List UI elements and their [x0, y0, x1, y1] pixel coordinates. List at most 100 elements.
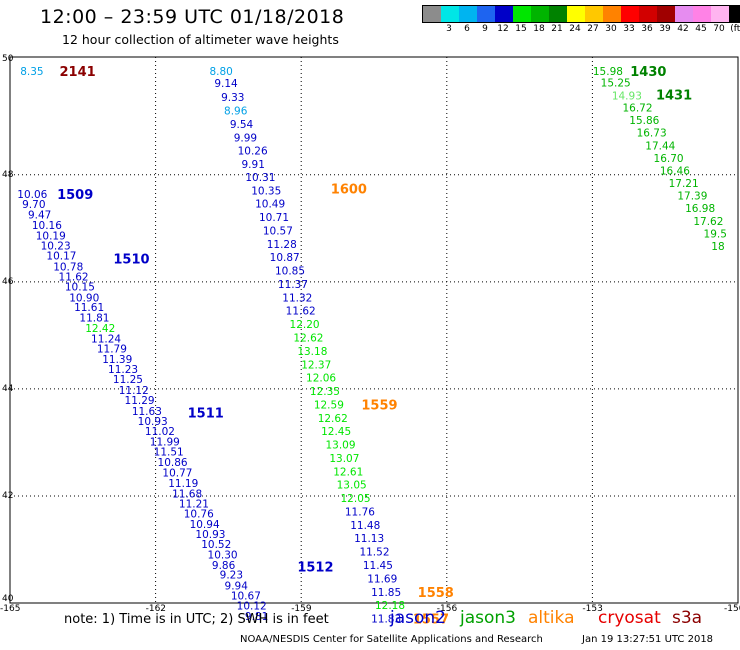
wave-height-value: 9.81	[245, 611, 268, 623]
wave-height-value: 8.96	[224, 106, 248, 118]
pass-label: 1431	[656, 88, 692, 103]
legend-swatch	[549, 6, 567, 22]
wave-height-value: 12.62	[318, 413, 348, 425]
wave-height-value: 17.62	[693, 216, 723, 228]
wave-height-value: 8.35	[20, 66, 43, 78]
wave-height-value: 9.23	[220, 570, 243, 582]
wave-height-value: 11.48	[350, 520, 380, 532]
wave-height-value: 10.26	[238, 146, 268, 158]
legend-swatch	[567, 6, 585, 22]
wave-height-value: 10.23	[41, 240, 71, 252]
wave-height-value: 10.16	[32, 220, 62, 232]
legend-swatch	[477, 6, 495, 22]
lat-label: 50	[2, 54, 14, 64]
wave-height-value: 9.14	[214, 78, 238, 90]
satellite-name: jason2	[390, 608, 446, 628]
pass-label: 1600	[331, 183, 367, 198]
wave-height-value: 10.76	[184, 509, 214, 521]
wave-height-value: 12.35	[310, 386, 340, 398]
pass-label: 2141	[60, 65, 96, 80]
pass-label: 1559	[361, 398, 397, 413]
chart-subtitle: 12 hour collection of altimeter wave hei…	[62, 32, 339, 47]
wave-height-value: 16.98	[685, 203, 715, 215]
footer-note: note: 1) Time is in UTC; 2) SWH is in fe…	[64, 612, 329, 627]
legend-label: 15	[515, 24, 527, 34]
wave-height-value: 11.23	[108, 364, 138, 376]
wave-height-value: 10.52	[201, 539, 231, 551]
wave-height-value: 11.85	[371, 587, 401, 599]
wave-height-value: 11.24	[91, 334, 121, 346]
legend-label: 30	[605, 24, 617, 34]
wave-height-value: 13.09	[325, 440, 355, 452]
legend-label: 45	[695, 24, 707, 34]
wave-height-value: 18	[711, 241, 724, 253]
lon-label: -156	[437, 604, 458, 614]
footer-credit: NOAA/NESDIS Center for Satellite Applica…	[240, 634, 543, 645]
wave-height-value: 13.18	[297, 346, 327, 358]
wave-height-value: 17.39	[677, 191, 707, 203]
legend-swatch	[441, 6, 459, 22]
wave-height-value: 10.94	[190, 519, 220, 531]
legend-swatch	[459, 6, 477, 22]
wave-height-value: 11.19	[168, 478, 198, 490]
wave-height-value: 11.61	[74, 302, 104, 314]
legend-swatch	[675, 6, 693, 22]
footer-timestamp: Jan 19 13:27:51 UTC 2018	[582, 634, 714, 645]
wave-height-value: 12.20	[290, 319, 320, 331]
axis-labels: -165 -162 -159 -156 -153 -150 50 48 46 44 42 40	[0, 54, 740, 614]
wave-height-value: 16.46	[660, 165, 690, 177]
legend-label: 27	[587, 24, 599, 34]
legend-label: 18	[533, 24, 545, 34]
wave-height-value: 11.21	[179, 498, 209, 510]
pass-label: 1511	[188, 406, 224, 421]
pass-label: 1509	[57, 188, 93, 203]
lon-label: -153	[582, 604, 602, 614]
wave-height-value: 11.28	[267, 239, 297, 251]
wave-height-value: 10.90	[69, 292, 99, 304]
legend-unit: (ft)	[730, 24, 740, 34]
pass-label: 1510	[113, 252, 149, 267]
wave-height-value: 11.29	[125, 395, 155, 407]
legend-swatch	[603, 6, 621, 22]
legend-swatch	[711, 6, 729, 22]
wave-height-value: 10.93	[195, 529, 225, 541]
satellite-name: s3a	[672, 608, 703, 628]
lat-label: 44	[2, 384, 14, 394]
wave-height-value: 11.52	[359, 547, 389, 559]
wave-height-value: 9.54	[230, 119, 254, 131]
wave-height-value: 10.85	[275, 266, 305, 278]
wave-height-value: 11.51	[154, 447, 184, 459]
wave-height-value: 10.31	[245, 172, 275, 184]
wave-height-value: 11.83	[371, 614, 401, 626]
wave-height-value: 12.61	[333, 466, 363, 478]
wave-height-value: 10.19	[36, 230, 66, 242]
wave-height-value: 13.07	[329, 453, 359, 465]
graticule	[10, 57, 738, 603]
wave-height-value: 11.63	[132, 406, 162, 418]
legend-swatch	[585, 6, 603, 22]
wave-height-value: 15.25	[601, 78, 631, 90]
legend-label: 6	[464, 24, 470, 34]
wave-height-value: 12.05	[341, 493, 371, 505]
wave-height-value: 11.39	[102, 354, 132, 366]
pass-label: 1558	[418, 586, 454, 601]
map-frame	[9, 56, 739, 604]
wave-height-value: 16.72	[622, 102, 652, 114]
wave-height-value: 11.02	[145, 426, 175, 438]
lat-label: 40	[2, 594, 14, 604]
wave-height-value: 9.86	[212, 560, 236, 572]
legend-label: 24	[569, 24, 581, 34]
wave-height-value: 17.21	[669, 178, 699, 190]
wave-height-value: 10.71	[259, 212, 289, 224]
satellite-name: altika	[528, 608, 575, 628]
wave-height-value: 12.45	[321, 426, 351, 438]
satellite-name: jason3	[460, 608, 516, 628]
wave-height-value: 11.62	[286, 306, 316, 318]
wave-height-value: 11.69	[367, 573, 397, 585]
legend-label: 36	[641, 24, 653, 34]
wave-height-value: 10.35	[251, 185, 281, 197]
wave-height-value: 11.76	[345, 506, 375, 518]
wave-height-value: 10.06	[17, 189, 47, 201]
legend-label: 70	[713, 24, 725, 34]
